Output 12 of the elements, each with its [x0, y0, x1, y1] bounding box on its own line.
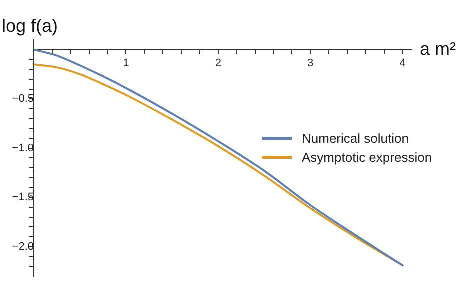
legend-label: Asymptotic expression [302, 150, 432, 166]
y-tick-label: −1.5 [12, 192, 34, 204]
y-tick-label: −0.5 [12, 93, 34, 106]
x-tick-label: 1 [123, 57, 130, 70]
x-axis-title: a m² [420, 38, 456, 59]
legend-label: Numerical solution [302, 131, 409, 146]
x-tick-label: 2 [215, 57, 222, 70]
y-axis-title: log f(a) [2, 16, 58, 36]
x-tick-label: 3 [308, 57, 314, 70]
y-tick-label: −2.0 [12, 240, 34, 253]
y-tick-label: −1.0 [12, 142, 34, 154]
x-tick-label: 4 [400, 57, 406, 70]
